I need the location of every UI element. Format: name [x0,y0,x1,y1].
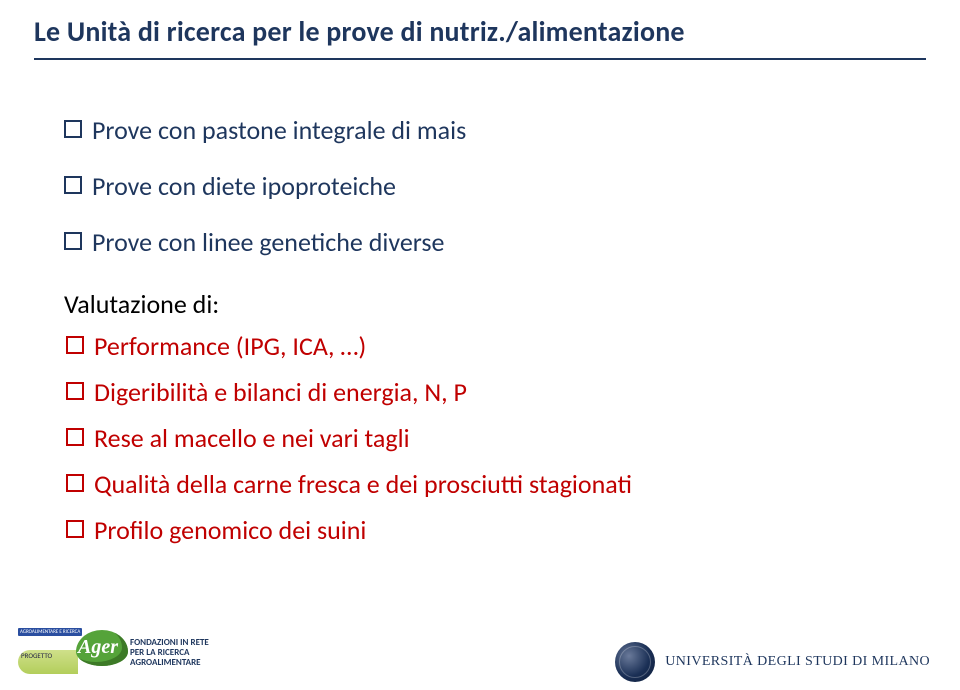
left-logo-subtext: FONDAZIONI IN RETE PER LA RICERCA AGROAL… [130,638,209,668]
bullet-item: Qualità della carne fresca e dei prosciu… [66,468,894,500]
bullet-item: Profilo genomico dei suini [66,514,894,546]
bullet-item: Prove con linee genetiche diverse [64,226,894,258]
bullet-text: Performance (IPG, ICA, …) [94,330,366,362]
left-logo-sub-line: AGROALIMENTARE [130,658,209,668]
left-logo: AGROALIMENTARE E RICERCA PROGETTO Ager F… [18,624,218,684]
bullet-item: Prove con pastone integrale di mais [64,114,894,146]
bullet-list-level1: Prove con pastone integrale di mais Prove… [64,114,894,258]
left-logo-main-text: Ager [78,636,118,659]
university-seal-icon [615,642,655,682]
checkbox-icon [64,176,82,194]
bullet-text: Rese al macello e nei vari tagli [94,422,410,454]
bullet-text: Prove con diete ipoproteiche [92,170,396,202]
slide: Le Unità di ricerca per le prove di nutr… [0,0,960,690]
checkbox-icon [64,120,82,138]
bullet-list-level2: Performance (IPG, ICA, …) Digeribilità e … [66,330,894,546]
checkbox-icon [66,428,84,446]
checkbox-icon [66,382,84,400]
bullet-text: Qualità della carne fresca e dei prosciu… [94,468,632,500]
footer: AGROALIMENTARE E RICERCA PROGETTO Ager F… [0,620,960,690]
bullet-text: Profilo genomico dei suini [94,514,366,546]
checkbox-icon [66,474,84,492]
right-logo: UNIVERSITÀ DEGLI STUDI DI MILANO [615,642,930,682]
left-logo-band: PROGETTO [18,650,78,674]
checkbox-icon [66,336,84,354]
checkbox-icon [64,232,82,250]
bullet-text: Prove con linee genetiche diverse [92,226,445,258]
slide-title: Le Unità di ricerca per le prove di nutr… [34,14,685,49]
bullet-item: Rese al macello e nei vari tagli [66,422,894,454]
bullet-item: Performance (IPG, ICA, …) [66,330,894,362]
bullet-item: Prove con diete ipoproteiche [64,170,894,202]
bullet-item: Digeribilità e bilanci di energia, N, P [66,376,894,408]
section-heading: Valutazione di: [64,288,894,320]
title-underline [34,58,926,60]
left-logo-tag: AGROALIMENTARE E RICERCA [18,628,82,636]
checkbox-icon [66,520,84,538]
bullet-text: Digeribilità e bilanci di energia, N, P [94,376,467,408]
bullet-text: Prove con pastone integrale di mais [92,114,466,146]
university-name: UNIVERSITÀ DEGLI STUDI DI MILANO [665,654,930,670]
content-area: Prove con pastone integrale di mais Prove… [64,100,894,560]
